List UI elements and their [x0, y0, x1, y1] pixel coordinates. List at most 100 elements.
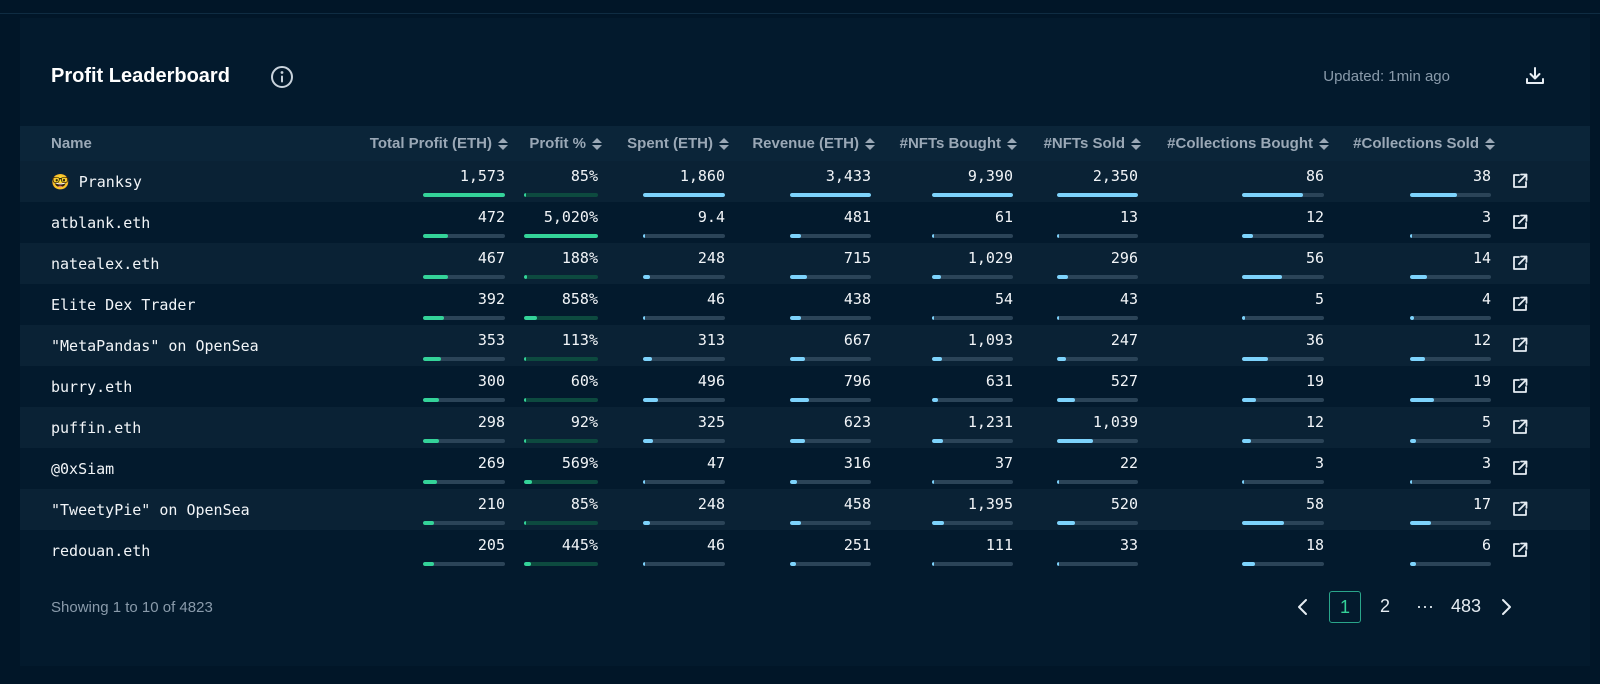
value-bar-fill — [524, 357, 527, 361]
cell-value: 86 — [1305, 167, 1324, 185]
external-link-icon[interactable] — [1511, 213, 1529, 231]
row-name[interactable]: burry.eth — [51, 378, 133, 396]
cell-value: 715 — [843, 249, 871, 267]
table-row[interactable]: atblank.eth 472 5,020% 9.4 481 61 13 12 3 — [20, 202, 1590, 243]
external-link-icon[interactable] — [1511, 459, 1529, 477]
cell-value: 188% — [561, 249, 598, 267]
value-bar — [643, 562, 725, 566]
column-header-nfts-bought[interactable]: #NFTs Bought — [878, 126, 1017, 161]
value-bar-fill — [932, 439, 943, 443]
row-name[interactable]: atblank.eth — [51, 214, 151, 232]
row-name[interactable]: Elite Dex Trader — [51, 296, 196, 314]
pagination-summary: Showing 1 to 10 of 4823 — [51, 599, 213, 616]
cell-value: 5 — [1314, 290, 1324, 308]
table-row[interactable]: 🤓 Pranksy 1,573 85% 1,860 3,433 9,390 2,350 86 3… — [20, 161, 1590, 202]
external-link-icon[interactable] — [1511, 336, 1529, 354]
row-cell: 12 — [1410, 325, 1491, 366]
row-name[interactable]: @0xSiam — [51, 460, 115, 478]
column-header-name[interactable]: Name — [51, 126, 171, 161]
value-bar — [790, 234, 871, 238]
row-cell: 353 — [423, 325, 505, 366]
table-row[interactable]: Elite Dex Trader 392 858% 46 438 54 43 5 4 — [20, 284, 1590, 325]
row-cell: 1,029 — [932, 243, 1013, 284]
table-row[interactable]: burry.eth 300 60% 496 796 631 527 19 19 — [20, 366, 1590, 407]
sort-icon[interactable] — [1485, 136, 1495, 152]
cell-value: 12 — [1305, 413, 1324, 431]
sort-icon[interactable] — [592, 136, 602, 152]
value-bar-fill — [423, 439, 439, 443]
value-bar — [1057, 193, 1138, 197]
column-header-spent[interactable]: Spent (ETH) — [606, 126, 729, 161]
row-name[interactable]: puffin.eth — [51, 419, 142, 437]
cell-value: 300 — [477, 372, 505, 390]
row-name[interactable]: redouan.eth — [51, 542, 151, 560]
value-bar-fill — [1242, 193, 1303, 197]
row-cell: 33 — [1057, 530, 1138, 571]
value-bar-fill — [1242, 398, 1256, 402]
panel-header: Profit Leaderboard Updated: 1min ago — [51, 62, 1581, 102]
value-bar-fill — [1057, 398, 1075, 402]
table-row[interactable]: redouan.eth 205 445% 46 251 111 33 18 6 — [20, 530, 1590, 571]
value-bar — [1057, 316, 1138, 320]
row-cell: 569% — [524, 448, 598, 489]
sort-icon[interactable] — [719, 136, 729, 152]
external-link-icon[interactable] — [1511, 295, 1529, 313]
column-header-profit-percent[interactable]: Profit % — [510, 126, 602, 161]
column-header-total-profit[interactable]: Total Profit (ETH) — [340, 126, 508, 161]
row-cell: 316 — [790, 448, 871, 489]
sort-icon[interactable] — [498, 136, 508, 152]
column-label: Spent (ETH) — [627, 135, 713, 152]
value-bar-fill — [790, 398, 809, 402]
download-icon[interactable] — [1523, 64, 1547, 88]
row-cell: 46 — [643, 284, 725, 325]
column-header-collections-sold[interactable]: #Collections Sold — [1332, 126, 1495, 161]
external-link-icon[interactable] — [1511, 541, 1529, 559]
table-row[interactable]: "MetaPandas" on OpenSea 353 113% 313 667 1,09… — [20, 325, 1590, 366]
row-cell: 1,395 — [932, 489, 1013, 530]
sort-icon[interactable] — [1319, 136, 1329, 152]
info-icon[interactable] — [270, 65, 294, 89]
value-bar — [932, 439, 1013, 443]
chevron-right-icon[interactable] — [1496, 591, 1516, 623]
cell-value: 481 — [843, 208, 871, 226]
cell-value: 313 — [697, 331, 725, 349]
row-cell: 1,860 — [643, 161, 725, 202]
row-name[interactable]: "MetaPandas" on OpenSea — [51, 337, 259, 355]
row-name[interactable]: 🤓 Pranksy — [51, 173, 142, 191]
external-link-icon[interactable] — [1511, 172, 1529, 190]
page-button-2[interactable]: 2 — [1379, 596, 1390, 616]
row-cell: 496 — [643, 366, 725, 407]
table-row[interactable]: "TweetyPie" on OpenSea 210 85% 248 458 1,395 5… — [20, 489, 1590, 530]
row-cell: 205 — [423, 530, 505, 571]
row-name[interactable]: natealex.eth — [51, 255, 160, 273]
column-label: #NFTs Bought — [899, 135, 1001, 152]
value-bar — [1242, 234, 1324, 238]
column-header-nfts-sold[interactable]: #NFTs Sold — [1020, 126, 1141, 161]
row-name[interactable]: "TweetyPie" on OpenSea — [51, 501, 250, 519]
value-bar-fill — [1057, 439, 1093, 443]
row-cell: 5 — [1242, 284, 1324, 325]
column-header-revenue[interactable]: Revenue (ETH) — [732, 126, 875, 161]
cell-value: 5,020% — [543, 208, 598, 226]
sort-icon[interactable] — [1131, 136, 1141, 152]
row-cell: 445% — [524, 530, 598, 571]
table-row[interactable]: puffin.eth 298 92% 325 623 1,231 1,039 12 5 — [20, 407, 1590, 448]
sort-icon[interactable] — [865, 136, 875, 152]
chevron-left-icon[interactable] — [1293, 591, 1313, 623]
table-row[interactable]: @0xSiam 269 569% 47 316 37 22 3 3 — [20, 448, 1590, 489]
table-row[interactable]: natealex.eth 467 188% 248 715 1,029 296 56 14 — [20, 243, 1590, 284]
sort-icon[interactable] — [1007, 136, 1017, 152]
row-cell: 92% — [524, 407, 598, 448]
external-link-icon[interactable] — [1511, 377, 1529, 395]
external-link-icon[interactable] — [1511, 418, 1529, 436]
column-header-collections-bought[interactable]: #Collections Bought — [1144, 126, 1329, 161]
page-button-1[interactable]: 1 — [1329, 591, 1361, 623]
value-bar-fill — [643, 562, 646, 566]
row-cell: 12 — [1242, 202, 1324, 243]
column-label: Revenue (ETH) — [752, 135, 859, 152]
external-link-icon[interactable] — [1511, 500, 1529, 518]
cell-value: 316 — [843, 454, 871, 472]
cell-value: 9,390 — [967, 167, 1013, 185]
page-button-last[interactable]: 483 — [1450, 596, 1482, 616]
external-link-icon[interactable] — [1511, 254, 1529, 272]
